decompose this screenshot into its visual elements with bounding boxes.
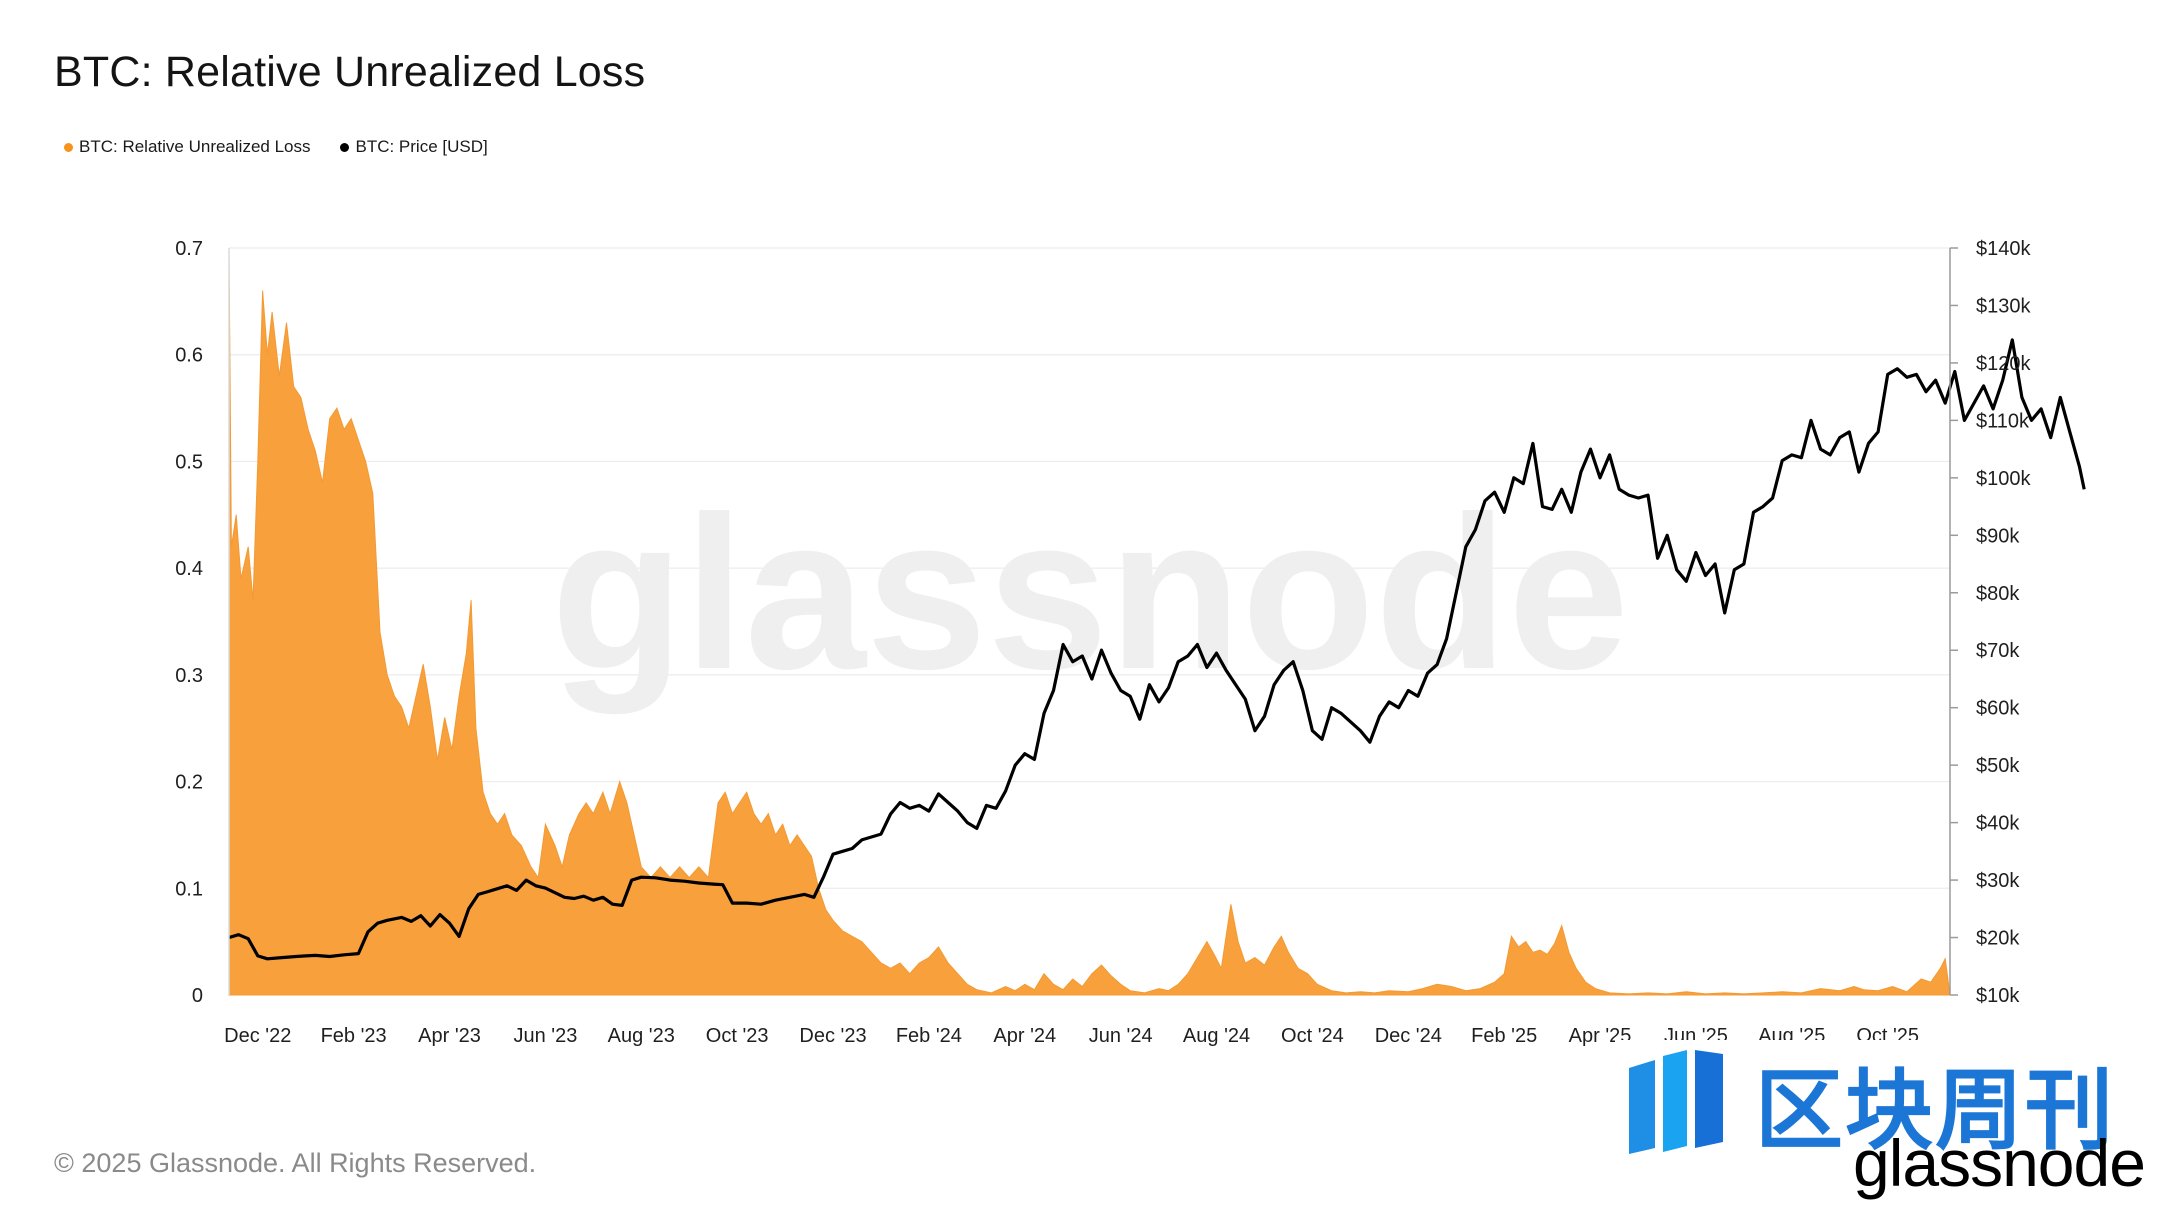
x-tick-label: Feb '25 xyxy=(1471,1025,1537,1047)
legend-dot-price xyxy=(340,142,350,152)
left-tick-label: 0.5 xyxy=(175,451,203,473)
x-tick-label: Dec '24 xyxy=(1375,1025,1442,1047)
right-tick-label: $80k xyxy=(1976,583,2020,605)
left-tick-label: 0.6 xyxy=(175,345,203,367)
loss-area xyxy=(228,247,1951,996)
chart-title: BTC: Relative Unrealized Loss xyxy=(54,48,646,96)
legend-item-price[interactable]: BTC: Price [USD] xyxy=(340,137,488,157)
x-tick-label: Jun '24 xyxy=(1089,1025,1153,1047)
right-tick-label: $10k xyxy=(1976,985,2020,1007)
x-tick-label: Apr '24 xyxy=(993,1025,1056,1047)
x-tick-label: Aug '24 xyxy=(1183,1025,1250,1047)
left-tick-label: 0.4 xyxy=(175,558,203,580)
x-tick-label: Jun '23 xyxy=(513,1025,577,1047)
right-tick-label: $30k xyxy=(1976,870,2020,892)
legend-item-loss[interactable]: BTC: Relative Unrealized Loss xyxy=(64,137,310,157)
right-tick-label: $120k xyxy=(1976,353,2031,375)
axes xyxy=(228,248,1951,995)
left-tick-label: 0.2 xyxy=(175,772,203,794)
copyright: © 2025 Glassnode. All Rights Reserved. xyxy=(54,1148,537,1178)
right-tick-label: $100k xyxy=(1976,468,2031,490)
right-axis-ticks: $10k $20k $30k $40k $50k $60k $70k $80k $90k $100… xyxy=(1950,238,2031,1007)
x-tick-label: Apr '23 xyxy=(418,1025,481,1047)
price-line xyxy=(228,338,2086,961)
left-tick-label: 0.1 xyxy=(175,878,203,900)
left-tick-label: 0.7 xyxy=(175,238,203,260)
grid-lines xyxy=(229,247,1950,889)
legend-label-loss: BTC: Relative Unrealized Loss xyxy=(79,137,311,156)
brand-logo-icon xyxy=(1629,1050,1723,1154)
right-tick-label: $40k xyxy=(1976,813,2020,835)
legend: BTC: Relative Unrealized Loss BTC: Price… xyxy=(64,137,488,157)
right-tick-label: $140k xyxy=(1976,238,2031,260)
right-tick-label: $90k xyxy=(1976,525,2020,547)
legend-label-price: BTC: Price [USD] xyxy=(355,137,488,156)
right-tick-label: $20k xyxy=(1976,928,2020,950)
brand-en-text: glassnode xyxy=(1853,1126,2146,1200)
left-axis-ticks: 0 0.1 0.2 0.3 0.4 0.5 0.6 0.7 xyxy=(175,238,203,1007)
right-tick-label: $110k xyxy=(1976,410,2030,432)
right-tick-label: $50k xyxy=(1976,755,2020,777)
x-tick-label: Oct '23 xyxy=(706,1025,769,1047)
x-tick-label: Dec '23 xyxy=(799,1025,866,1047)
x-tick-label: Oct '24 xyxy=(1281,1025,1344,1047)
loss-area-layer xyxy=(228,247,1951,996)
x-tick-label: Feb '23 xyxy=(321,1025,387,1047)
right-tick-label: $60k xyxy=(1976,698,2020,720)
legend-dot-loss xyxy=(64,142,73,152)
right-tick-label: $70k xyxy=(1976,640,2020,662)
x-tick-label: Feb '24 xyxy=(896,1025,962,1047)
x-tick-label: Dec '22 xyxy=(224,1025,291,1047)
brand-watermark: 区块周刊 glassnode xyxy=(1615,1040,2160,1215)
brand-cn-text: 区块周刊 xyxy=(1755,1059,2116,1162)
price-line-layer xyxy=(228,338,2086,961)
x-tick-label: Aug '23 xyxy=(608,1025,675,1047)
left-tick-label: 0 xyxy=(192,985,203,1007)
right-tick-label: $130k xyxy=(1976,295,2031,317)
left-tick-label: 0.3 xyxy=(175,665,203,687)
